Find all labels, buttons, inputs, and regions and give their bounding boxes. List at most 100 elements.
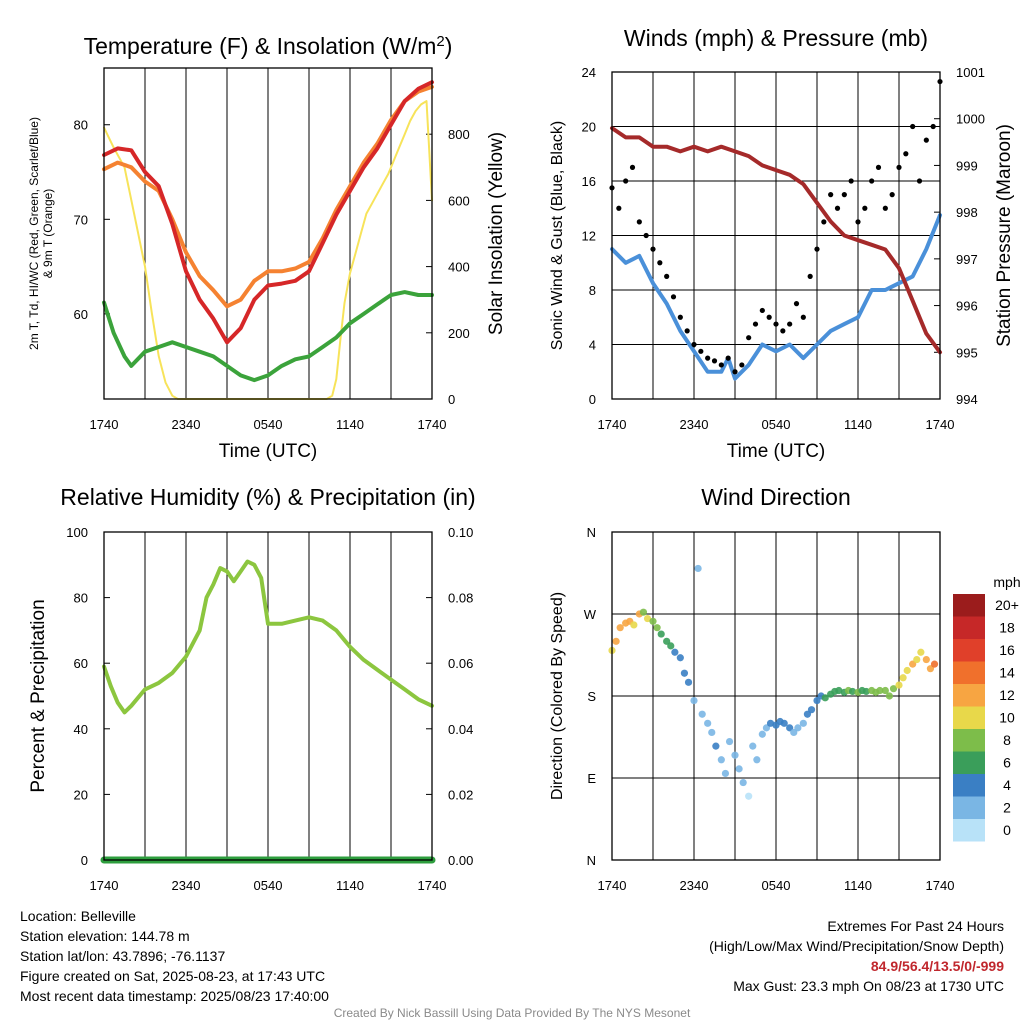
x-tick-label: 1740: [926, 417, 955, 432]
legend-label: 16: [999, 642, 1015, 658]
legend-label: 8: [1003, 732, 1011, 748]
gust-point: [848, 178, 854, 184]
y-tick-label-left: N: [587, 853, 596, 868]
y-tick-label-left: S: [587, 689, 596, 704]
x-tick-label: 1140: [336, 417, 364, 432]
direction-point: [731, 751, 739, 759]
y-tick-label-left: 60: [74, 307, 88, 322]
gust-point: [923, 137, 929, 143]
y-tick-label-left: 8: [589, 283, 596, 298]
direction-point: [862, 687, 870, 696]
plot-frame: [103, 67, 433, 400]
legend-label: 14: [999, 665, 1015, 681]
recent-data-text: Most recent data timestamp: 2025/08/23 1…: [20, 988, 329, 1004]
series-dewpoint: [102, 290, 434, 383]
gust-point: [616, 205, 622, 211]
series-sonic_wind: [610, 213, 942, 381]
series-rh: [102, 559, 434, 715]
x-tick-label: 1740: [926, 878, 955, 893]
direction-point: [676, 654, 684, 662]
gust-point: [814, 246, 820, 252]
direction-point: [649, 617, 657, 625]
direction-point: [753, 756, 761, 764]
gust-point: [875, 164, 882, 170]
y-tick-label-left: N: [587, 525, 596, 540]
chart-temp: Temperature (F) & Insolation (W/m2) 60 70 8…: [27, 33, 507, 463]
x-tick-label: 2340: [680, 878, 709, 893]
y-tick-label-left: 0: [81, 853, 88, 868]
chart-title: Relative Humidity (%) & Precipitation (i…: [60, 484, 475, 510]
direction-point: [917, 648, 925, 656]
gust-point: [910, 123, 916, 130]
y-tick-label-right: 0.04: [448, 722, 473, 737]
station-info: Location: Belleville Station elevation: …: [20, 906, 329, 1006]
chart-title: Temperature (F) & Insolation (W/m2): [84, 33, 453, 60]
y-tick-label-right: 996: [956, 299, 978, 314]
gust-point: [643, 232, 649, 239]
direction-point: [749, 742, 757, 750]
gust-point: [636, 219, 642, 225]
gust-point: [677, 314, 683, 320]
legend-swatch: [953, 639, 985, 662]
gust-point: [759, 307, 765, 314]
direction-point: [930, 660, 939, 668]
x-tick-label: 2340: [680, 417, 709, 432]
direction-point: [721, 769, 730, 778]
y-tick-label-right: 800: [448, 127, 470, 142]
direction-point: [680, 669, 689, 677]
direction-point: [780, 719, 788, 727]
direction-point: [899, 674, 907, 682]
gust-point: [739, 362, 745, 368]
x-tick-label: 0540: [762, 417, 791, 432]
direction-point: [698, 710, 706, 718]
direction-point: [690, 696, 698, 705]
chart-rh: Relative Humidity (%) & Precipitation (i…: [28, 484, 476, 893]
legend-label: 0: [1003, 822, 1011, 838]
legend-swatch: [953, 706, 985, 729]
gust-point: [623, 178, 629, 184]
direction-point: [922, 655, 930, 664]
legend-label: 18: [999, 620, 1015, 636]
legend-swatch: [953, 729, 985, 752]
series-insolation: [103, 100, 433, 400]
y-axis-label-left: Sonic Wind & Gust (Blue, Black): [549, 121, 566, 350]
gust-point: [684, 328, 690, 334]
direction-point: [799, 719, 807, 727]
y-axis-label-left: 2m T, Td, HI/WC (Red, Green, Scarlet/Blu…: [27, 117, 55, 350]
gust-point: [691, 341, 697, 348]
gust-point: [650, 246, 656, 252]
x-axis-label: Time (UTC): [727, 441, 826, 462]
gust-point: [807, 273, 813, 279]
gust-point: [752, 321, 759, 327]
gust-point: [903, 151, 909, 157]
y-tick-label-left: 0: [589, 392, 596, 407]
direction-point: [913, 655, 921, 664]
gust-point: [787, 321, 793, 327]
direction-point: [848, 687, 857, 696]
extremes-description: (High/Low/Max Wind/Precipitation/Snow De…: [709, 938, 1004, 954]
direction-point: [745, 792, 753, 800]
y-tick-label-right: 994: [956, 392, 978, 407]
speed-legend: mph 20+ 18 16 14 12 10 8 6 4 2 0: [953, 574, 1021, 842]
x-tick-label: 1740: [90, 878, 119, 893]
direction-point: [717, 756, 725, 764]
plot-frame: [103, 531, 433, 861]
direction-point: [739, 778, 747, 787]
direction-point: [758, 730, 766, 738]
direction-point: [616, 624, 624, 632]
direction-point: [639, 608, 648, 616]
y-axis-label-right: Station Pressure (Maroon): [994, 124, 1015, 347]
gust-point: [834, 205, 841, 211]
legend-swatch: [953, 594, 985, 617]
y-tick-label-right: 0.00: [448, 853, 473, 868]
latlon-text: Station lat/lon: 43.7896; -76.1137: [20, 948, 226, 964]
series-temp_2m: [102, 80, 434, 345]
direction-point: [684, 678, 693, 686]
y-tick-label-right: 200: [448, 326, 470, 341]
direction-point: [881, 686, 889, 695]
gust-point: [780, 328, 786, 334]
y-tick-label-left: W: [584, 607, 597, 622]
gust-point: [711, 358, 718, 364]
